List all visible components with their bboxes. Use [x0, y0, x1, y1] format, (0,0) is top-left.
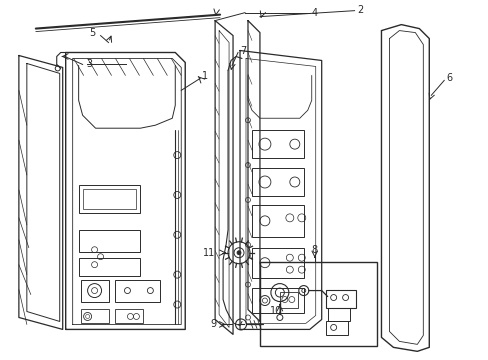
Bar: [115, 280, 160, 302]
Text: 5: 5: [89, 28, 95, 37]
Bar: [251, 130, 303, 158]
Bar: [251, 168, 303, 196]
Bar: [251, 205, 303, 237]
Bar: [251, 248, 303, 278]
Text: 1: 1: [202, 71, 208, 81]
Bar: [325, 289, 355, 307]
Text: 10: 10: [269, 306, 282, 316]
Bar: [79, 258, 140, 276]
Text: 9: 9: [209, 319, 216, 329]
Bar: [81, 310, 108, 323]
Text: 7: 7: [240, 45, 246, 55]
Bar: [325, 321, 347, 336]
Bar: [279, 292, 297, 307]
Text: 4: 4: [311, 8, 317, 18]
Text: 3: 3: [86, 59, 93, 69]
Bar: [79, 230, 140, 252]
Text: 8: 8: [311, 245, 317, 255]
Bar: [79, 185, 140, 213]
Circle shape: [237, 251, 241, 255]
Text: 6: 6: [446, 73, 451, 84]
Bar: [327, 307, 349, 321]
Bar: [251, 288, 303, 314]
Text: 2: 2: [357, 5, 363, 15]
Bar: [82, 189, 136, 209]
Bar: [260, 262, 377, 346]
Text: 11: 11: [203, 248, 215, 258]
Bar: [81, 280, 108, 302]
Bar: [115, 310, 143, 323]
